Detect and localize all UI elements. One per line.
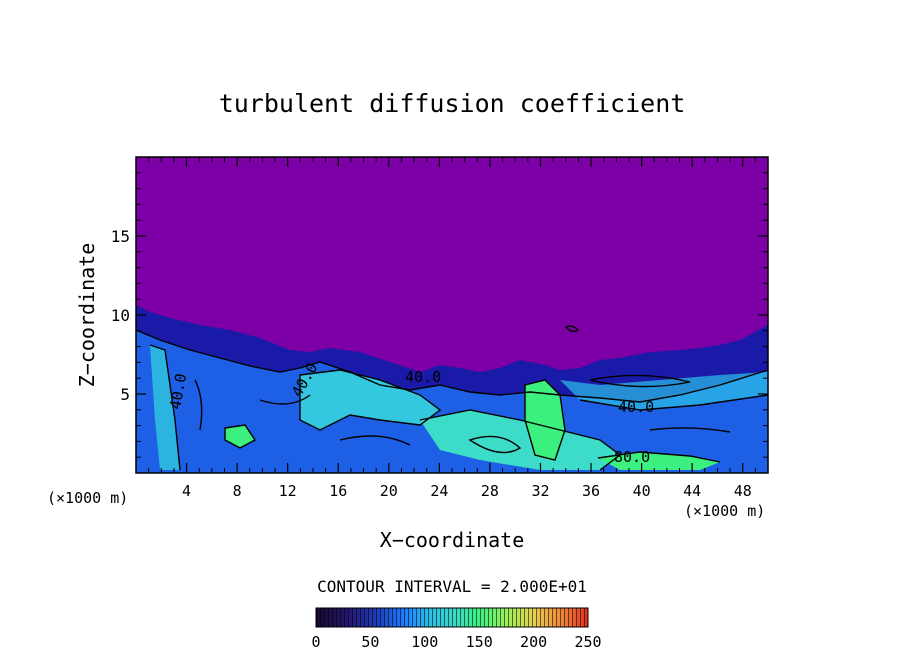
- contour-label: 40.0: [618, 398, 654, 416]
- contour-label: 80.0: [614, 448, 650, 466]
- x-tick-label: 48: [734, 482, 752, 500]
- high-field-2: [300, 370, 440, 430]
- contour-label: 40.0: [166, 372, 190, 411]
- high-field-1: [150, 345, 180, 470]
- x-tick-label: 24: [430, 482, 448, 500]
- colorbar-tick-label: 150: [466, 633, 493, 651]
- colorbar-tick-label: 250: [574, 633, 601, 651]
- colorbar-stripes: [316, 608, 588, 627]
- colorbar-ticks: 0 50 100 150 200 250: [311, 633, 601, 651]
- chart-title: turbulent diffusion coefficient: [219, 89, 686, 118]
- colorbar: 0 50 100 150 200 250: [311, 607, 602, 651]
- minor-ticks: [136, 157, 768, 473]
- y-tick-label: 15: [111, 227, 130, 246]
- y-axis-label: Z−coordinate: [75, 243, 99, 388]
- high-field-3: [420, 410, 620, 470]
- colorbar-frame: [315, 607, 589, 628]
- colorbar-tick-label: 0: [311, 633, 320, 651]
- x-tick-label: 12: [279, 482, 297, 500]
- x-tick-label: 36: [582, 482, 600, 500]
- x-tick-label: 44: [683, 482, 701, 500]
- mid-field: [136, 330, 768, 473]
- colorbar-tick-label: 200: [520, 633, 547, 651]
- y-tick-label: 10: [111, 306, 130, 325]
- x-tick-label: 28: [481, 482, 499, 500]
- x-tick-label: 20: [380, 482, 398, 500]
- x-axis-unit-right: (×1000 m): [684, 502, 765, 520]
- x-tick-label: 8: [233, 482, 242, 500]
- x-tick-label: 16: [329, 482, 347, 500]
- x-tick-label: 4: [182, 482, 191, 500]
- x-axis-unit-left: (×1000 m): [47, 489, 128, 507]
- x-tick-label: 32: [531, 482, 549, 500]
- x-axis-label: X−coordinate: [380, 528, 525, 552]
- peak-field-3: [225, 425, 255, 448]
- peak-field-1: [525, 380, 565, 460]
- colorbar-tick-label: 100: [411, 633, 438, 651]
- plot-area: 40.0 40.0 40.0 40.0 80.0: [136, 157, 768, 473]
- y-tick-label: 5: [120, 385, 130, 404]
- contour-interval-text: CONTOUR INTERVAL = 2.000E+01: [317, 577, 587, 596]
- high-field-4: [560, 372, 768, 410]
- contour-lines: [136, 325, 768, 471]
- contour-label: 40.0: [405, 368, 441, 386]
- colorbar-tick-label: 50: [361, 633, 379, 651]
- x-axis: 4 8 12 16 20 24 28 32 36 40 44 48: [182, 157, 752, 500]
- y-axis: 5 10 15: [111, 227, 768, 404]
- x-tick-label: 40: [633, 482, 651, 500]
